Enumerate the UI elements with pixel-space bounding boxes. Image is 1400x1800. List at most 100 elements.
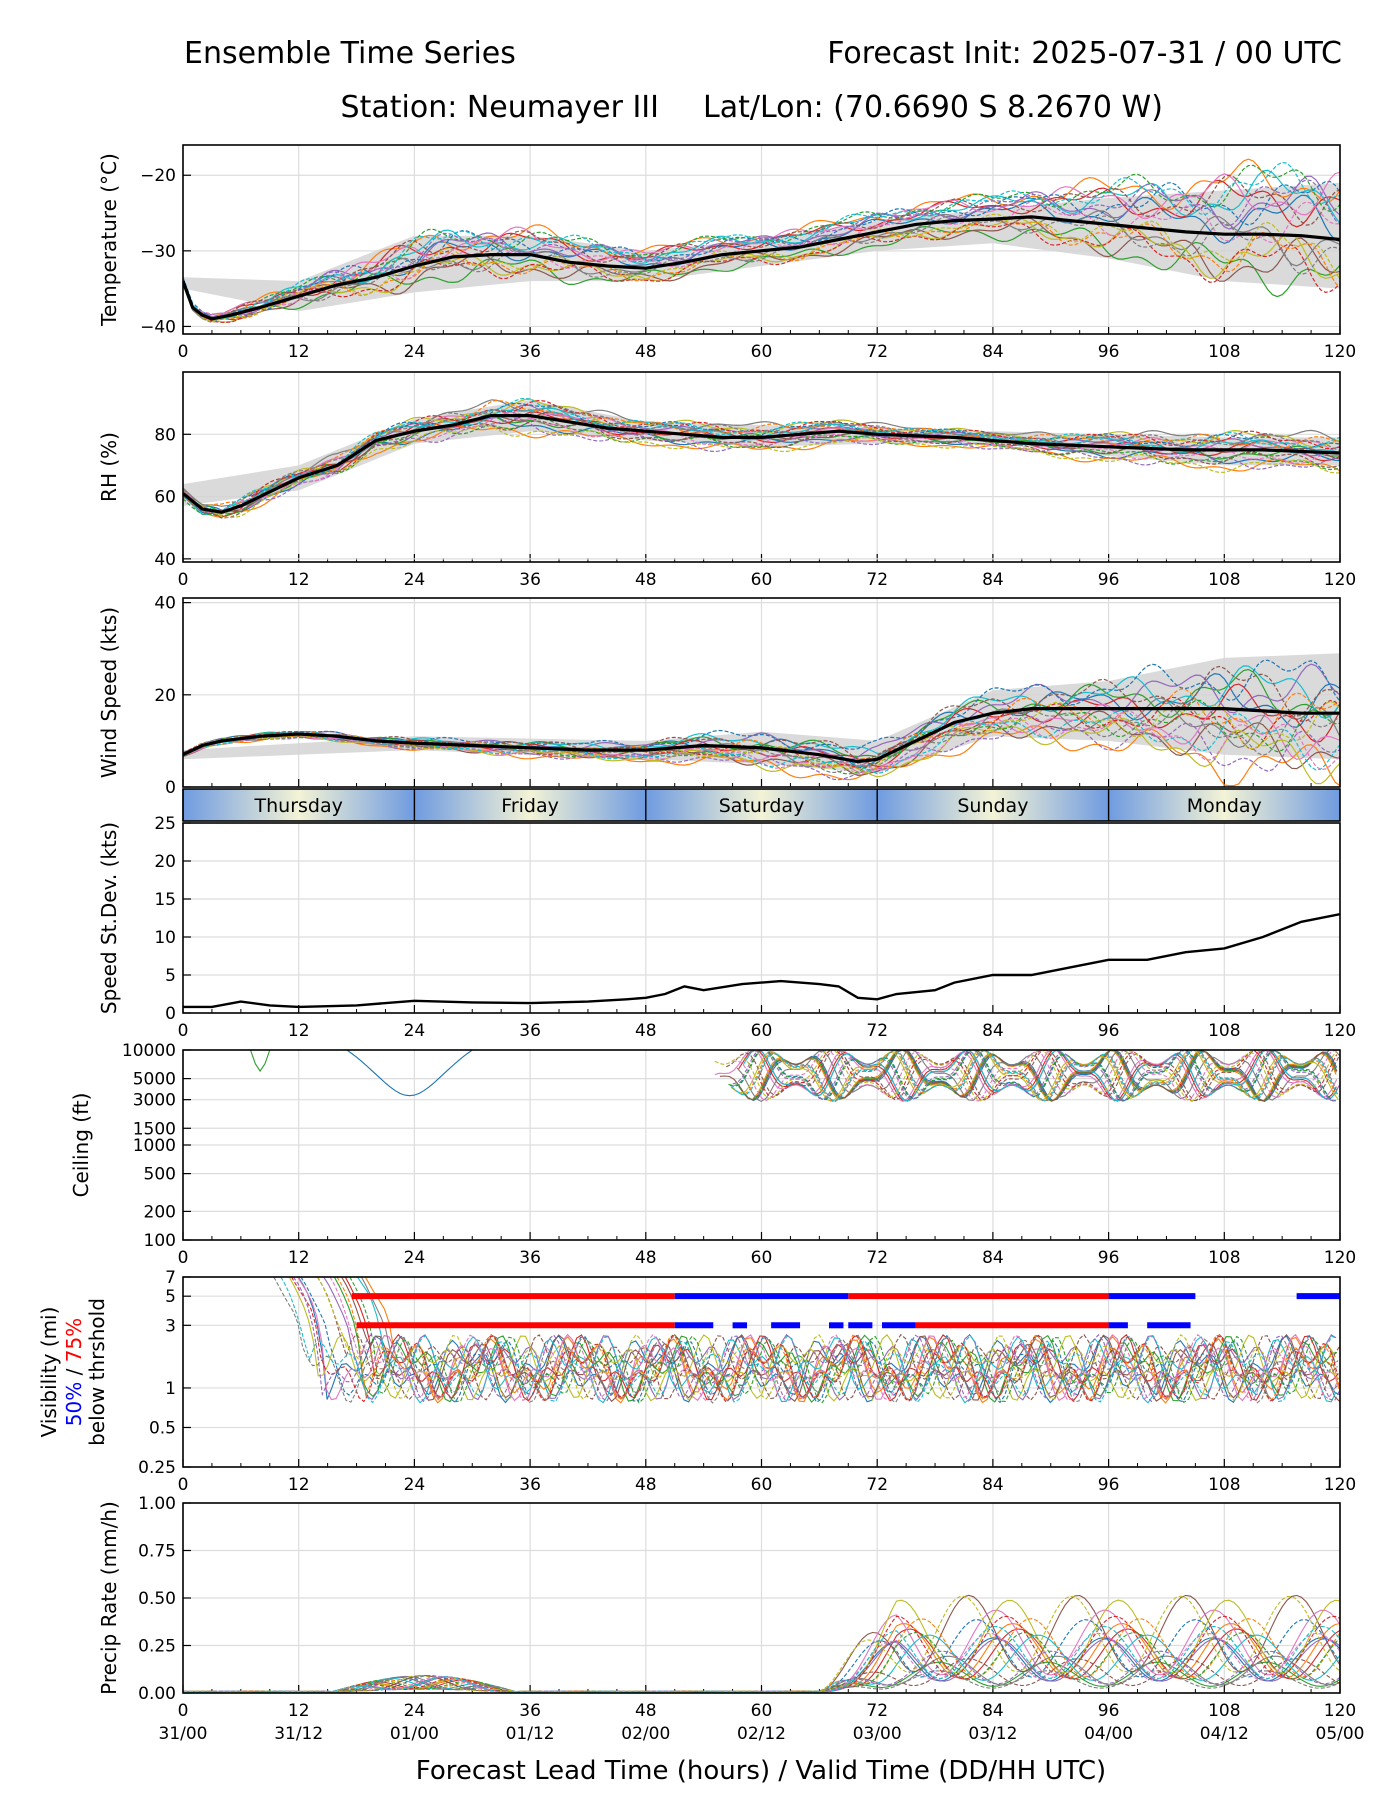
panels-layer: −40−30−200 12 24 36 48 60 72 84 96 108 120Temperat… (37, 144, 1365, 1744)
y-tick-label: 200 (144, 1202, 176, 1222)
ensemble-member-line (732, 1050, 1336, 1102)
x-tick-label: 24 (404, 570, 426, 590)
y-tick-label: 1 (165, 1379, 176, 1399)
y-axis-title: Precip Rate (mm/h) (97, 1501, 121, 1695)
day-cell (645, 789, 878, 821)
ensemble-member-line (733, 1050, 1338, 1102)
x-tick-label: 36 (519, 342, 541, 362)
y-tick-label: 3 (165, 1316, 176, 1336)
panel-frame (182, 1049, 1341, 1241)
x-tick-label: 12 (288, 1701, 310, 1721)
y-tick-label: −30 (140, 242, 176, 262)
x-tick-label: 108 (1208, 570, 1240, 590)
y-tick-label: 0 (165, 778, 176, 798)
ensemble-member-line (297, 1277, 1340, 1404)
x-tick-label: 0 (178, 342, 189, 362)
y-tick-label: 3000 (133, 1091, 176, 1111)
station-name: Station: Neumayer III (341, 90, 659, 125)
x-tick-label: 120 (1324, 1021, 1356, 1041)
y-tick-label: 25 (154, 814, 176, 834)
y-tick-label: 1500 (133, 1119, 176, 1139)
panel-frame (182, 822, 1341, 1014)
ensemble-member-line (349, 1277, 1339, 1404)
x-tick-label: 72 (866, 342, 888, 362)
plot-area (183, 397, 1340, 519)
x-tick-label: 96 (1098, 1248, 1120, 1268)
y-axis-title-threshold: 50% / 75% (62, 1318, 86, 1426)
x-tick-label: 72 (866, 1701, 888, 1721)
ensemble-member-line (249, 1050, 271, 1073)
ensemble-member-line (183, 700, 1340, 775)
x-tick-label: 84 (982, 1248, 1004, 1268)
ensemble-member-line (280, 1277, 1337, 1404)
day-label: Thursday (254, 795, 343, 817)
day-cell (1108, 789, 1340, 821)
day-label: Sunday (957, 795, 1028, 817)
x-tick-label: 108 (1208, 1701, 1240, 1721)
x-valid-time-label: 04/12 (1200, 1724, 1249, 1744)
ensemble-mean-line (183, 215, 1340, 321)
y-tick-label: 500 (144, 1165, 176, 1185)
ensemble-member-line (183, 425, 1340, 518)
day-label: Saturday (719, 795, 805, 817)
day-cell (414, 789, 646, 821)
x-tick-label: 96 (1098, 1021, 1120, 1041)
ensemble-member-line (346, 1050, 473, 1097)
panel-visibility: 0.25 0.5 1 3 57 0 12 24 36 48 60 72 84 96 108 120 Visibi… (37, 1268, 1356, 1495)
x-valid-time-label: 01/00 (390, 1724, 439, 1744)
plot-area (273, 1277, 1340, 1404)
x-tick-label: 48 (635, 1021, 657, 1041)
y-tick-label: 20 (154, 686, 176, 706)
station-latlon: Lat/Lon: (70.6690 S 8.2670 W) (703, 90, 1163, 125)
ensemble-member-line (183, 404, 1340, 515)
x-tick-label: 0 (178, 1475, 189, 1495)
panel-frame (182, 1502, 1341, 1694)
x-tick-label: 72 (866, 1248, 888, 1268)
x-tick-label: 120 (1324, 1701, 1356, 1721)
ensemble-member-line (183, 418, 1340, 517)
ensemble-member-line (183, 213, 1340, 323)
day-cell (183, 789, 415, 821)
x-tick-label: 96 (1098, 570, 1120, 590)
y-tick-label: 1000 (133, 1136, 176, 1156)
y-tick-label: 100 (144, 1231, 176, 1251)
ensemble-member-line (292, 1277, 1340, 1403)
ensemble-member-line (731, 1050, 1340, 1102)
y-tick-label: 10 (154, 928, 176, 948)
x-tick-label: 48 (635, 1475, 657, 1495)
x-valid-time-label: 05/00 (1316, 1724, 1365, 1744)
ensemble-member-line (183, 405, 1340, 513)
ensemble-member-line (317, 1277, 1340, 1402)
ensemble-member-line (273, 1277, 1340, 1404)
x-tick-label: 0 (178, 1701, 189, 1721)
x-tick-label: 48 (635, 570, 657, 590)
y-tick-label: 40 (154, 550, 176, 570)
x-valid-time-label: 04/00 (1084, 1724, 1133, 1744)
y-axis-title: Temperature (°C) (97, 153, 121, 327)
panel-speed_stdev: 0 5 10 15 20 25 0 12 24 36 48 60 72 84 96 108 120 Speed S… (97, 814, 1356, 1041)
x-tick-label: 48 (635, 342, 657, 362)
y-axis-title-part: 75% (62, 1318, 86, 1362)
plot-area (183, 653, 1340, 787)
panel-rh: 40 60 80 0 12 24 36 48 60 72 84 96 108 120 RH (%) (97, 371, 1356, 590)
y-tick-label: 0 (165, 1004, 176, 1024)
y-tick-label: 60 (154, 488, 176, 508)
x-tick-label: 36 (519, 1701, 541, 1721)
forecast-init: Forecast Init: 2025-07-31 / 00 UTC (827, 36, 1342, 71)
ensemble-member-line (183, 161, 1340, 321)
ensemble-member-line (743, 1050, 1337, 1102)
y-tick-label: 15 (154, 890, 176, 910)
x-tick-label: 0 (178, 570, 189, 590)
x-tick-label: 36 (519, 1021, 541, 1041)
x-tick-label: 120 (1324, 1248, 1356, 1268)
x-axis-title: Forecast Lead Time (hours) / Valid Time … (416, 1756, 1106, 1786)
x-valid-time-label: 01/12 (506, 1724, 555, 1744)
x-tick-label: 120 (1324, 342, 1356, 362)
x-tick-label: 24 (404, 1701, 426, 1721)
y-tick-label: 5000 (133, 1070, 176, 1090)
x-valid-time-label: 31/12 (274, 1724, 323, 1744)
y-tick-label: 0.5 (149, 1418, 176, 1438)
x-tick-label: 108 (1208, 1248, 1240, 1268)
y-tick-label: 20 (154, 852, 176, 872)
